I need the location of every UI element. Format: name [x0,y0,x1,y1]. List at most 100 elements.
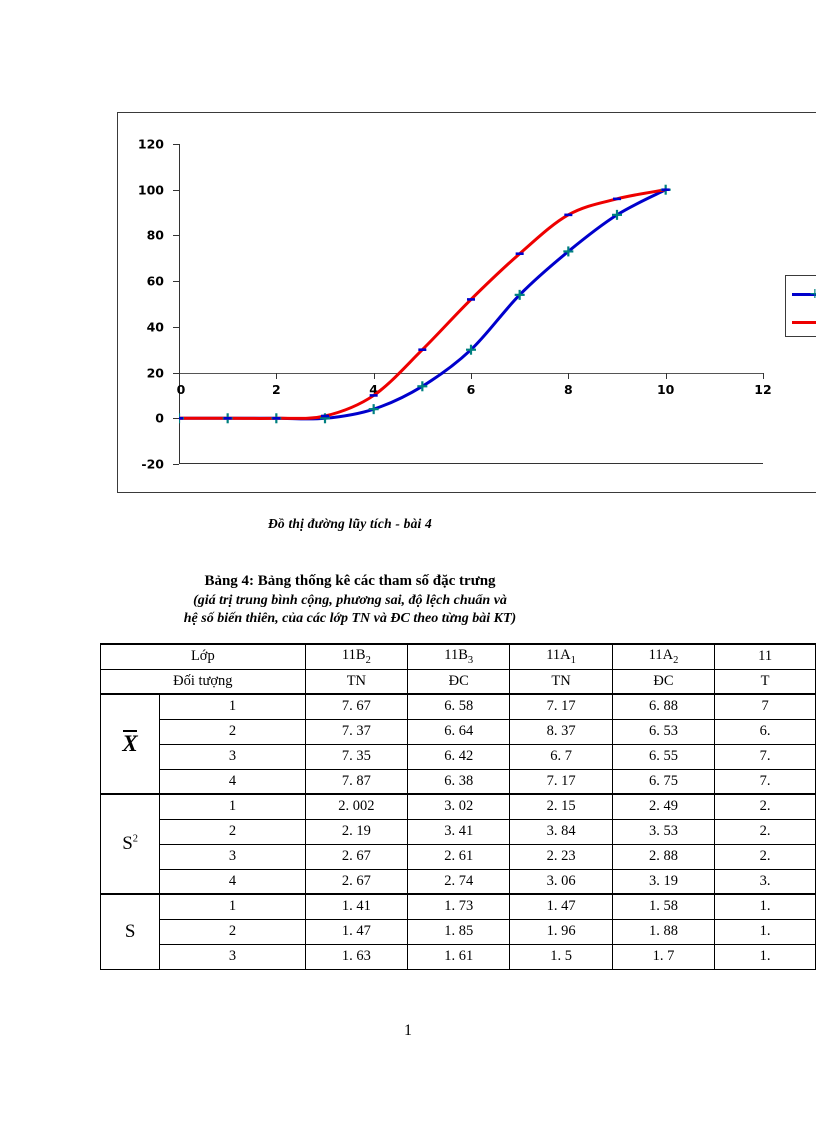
legend-swatch-dc [792,321,816,324]
data-cell: 1. 85 [407,918,511,945]
row-index: 2 [159,718,306,745]
y-tick-20: 20 [147,365,179,380]
data-cell: 6. 75 [611,768,716,795]
data-cell: 7. 87 [304,768,409,795]
header-class-3: 11A2 [611,643,716,670]
data-cell: 1. 96 [509,918,613,945]
header-label-doi-tuong: Đối tượng [100,668,306,695]
x-tick-label-8: 8 [563,382,573,397]
y-tick-120: 120 [138,137,179,152]
param-symbol-plain: S [99,893,161,970]
x-tick-0 [179,372,180,379]
table-title-line-3: hệ số biến thiên, của các lớp TN và ĐC t… [183,611,517,627]
data-cell: 1. 73 [407,893,511,920]
data-cell: 6. 55 [611,743,716,770]
row-index: 4 [159,868,306,895]
y-axis-line [179,144,180,464]
data-cell: 1. 63 [304,943,409,970]
header-group-1: ĐC [407,668,511,695]
row-index: 3 [159,743,306,770]
table-row: 3 2. 67 2. 61 2. 23 2. 88 2. [101,843,816,870]
row-index: 3 [159,943,306,970]
data-cell: 1. [714,943,816,970]
table-title-line-1: Bảng 4: Bảng thống kê các tham số đặc tr… [204,573,496,589]
data-cell: 1. [714,918,816,945]
chart-plot-area: 120 100 80 60 40 20 0 -20 0 2 4 6 8 10 1… [138,137,772,472]
page-number: 1 [404,1022,412,1039]
y-tick-80: 80 [147,228,179,243]
data-cell: 2. 88 [611,843,716,870]
y-tick-neg20: -20 [141,457,179,472]
data-cell: 3. [714,868,816,895]
param-symbol-s-squared: S2 [99,793,161,895]
y-tick-label-60: 60 [146,273,164,289]
data-cell: 1. 88 [611,918,716,945]
data-cell: 3. 53 [611,818,716,845]
table-row: 2 1. 47 1. 85 1. 96 1. 88 1. [101,918,816,945]
row-index: 1 [159,793,306,820]
table-row: X 1 7. 67 6. 58 7. 17 6. 88 7 [99,693,816,795]
data-cell: 7. 17 [509,768,613,795]
table-row: 4 2. 67 2. 74 3. 06 3. 19 3. [101,868,816,895]
data-cell: 6. 58 [407,693,511,720]
data-cell: 3. 02 [407,793,511,820]
data-cell: 1. 58 [611,893,716,920]
data-cell: 6. 88 [611,693,716,720]
data-cell: 1. 61 [407,943,511,970]
x-axis-baseline [179,463,763,464]
row-index: 1 [159,893,306,920]
header-group-2: TN [509,668,613,695]
x-tick-label-6: 6 [466,382,476,397]
y-tick-label-40: 40 [146,319,164,335]
data-cell: 6. 42 [407,743,511,770]
chart-caption: Đồ thị đường lũy tích - bài 4 [267,516,433,531]
x-tick-12 [763,372,764,379]
y-tick-label-80: 80 [146,227,164,243]
x-tick-label-2: 2 [271,382,281,397]
x-tick-8 [568,372,570,379]
y-tick-label-0: 0 [155,410,164,426]
data-cell: 7. 37 [304,718,409,745]
table-row: 2 7. 37 6. 64 8. 37 6. 53 6. [101,718,816,745]
row-index: 2 [159,918,306,945]
data-cell: 2. 23 [509,843,613,870]
x-tick-2 [276,372,278,379]
data-cell: 2. 74 [407,868,511,895]
data-cell: 6. 7 [509,743,613,770]
table-header-row-class: Lớp 11B2 11B3 11A1 11A2 11 [100,643,816,670]
header-group-4: T [714,668,816,695]
cumulative-curve-chart: 120 100 80 60 40 20 0 -20 0 2 4 6 8 10 1… [117,112,816,493]
table-row: S 1 1. 41 1. 73 1. 47 1. 58 1. [99,893,816,970]
param-symbol-x-bar: X [99,693,161,795]
table-row: 4 7. 87 6. 38 7. 17 6. 75 7. [101,768,816,795]
data-cell: 2. 67 [304,843,409,870]
table-header-row-group: Đối tượng TN ĐC TN ĐC T [100,668,816,695]
data-cell: 7 [714,693,816,720]
data-cell: 2. 19 [304,818,409,845]
table-title-line-2: (giá trị trung bình cộng, phương sai, độ… [193,592,507,608]
data-cell: 7. 67 [304,693,409,720]
row-index: 4 [159,768,306,795]
header-class-0: 11B2 [304,643,409,670]
data-cell: 2. 15 [509,793,613,820]
data-cell: 1. [714,893,816,920]
data-cell: 3. 84 [509,818,613,845]
y-tick-label-20: 20 [146,365,164,381]
data-cell: 7. [714,743,816,770]
legend-entry-dc: ▬ [792,316,816,328]
header-class-2: 11A1 [509,643,613,670]
data-cell: 1. 47 [304,918,409,945]
chart-legend: + ▬ [785,275,816,337]
row-index: 2 [159,818,306,845]
y-tick-100: 100 [138,182,179,197]
y-tick-0: 0 [155,411,179,426]
x-tick-label-12: 12 [754,382,772,397]
data-cell: 7. 17 [509,693,613,720]
table-row: 2 2. 19 3. 41 3. 84 3. 53 2. [101,818,816,845]
x-tick-label-0: 0 [176,382,186,397]
data-cell: 2. [714,818,816,845]
y-tick-40: 40 [147,319,179,334]
table-row: 3 1. 63 1. 61 1. 5 1. 7 1. [101,943,816,970]
table-row: 3 7. 35 6. 42 6. 7 6. 55 7. [101,743,816,770]
data-cell: 2. 002 [304,793,409,820]
